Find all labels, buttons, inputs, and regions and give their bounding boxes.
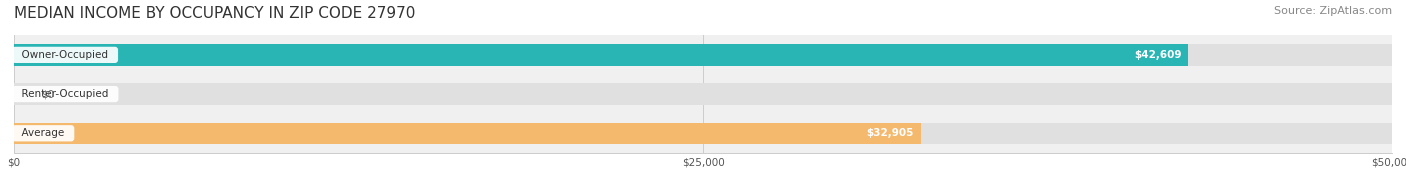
Bar (14, 44, 1188, 66)
Text: $0: $0 (42, 89, 55, 99)
Bar (14, 44, 1392, 66)
Bar (14, 83, 1392, 105)
Text: Renter-Occupied: Renter-Occupied (15, 89, 115, 99)
Bar (14, 122, 921, 144)
Text: Average: Average (15, 128, 72, 138)
Text: Source: ZipAtlas.com: Source: ZipAtlas.com (1274, 6, 1392, 16)
Text: MEDIAN INCOME BY OCCUPANCY IN ZIP CODE 27970: MEDIAN INCOME BY OCCUPANCY IN ZIP CODE 2… (14, 6, 415, 21)
Text: $42,609: $42,609 (1133, 50, 1181, 60)
Bar (14, 122, 1392, 144)
Text: Owner-Occupied: Owner-Occupied (15, 50, 115, 60)
Text: $32,905: $32,905 (866, 128, 914, 138)
